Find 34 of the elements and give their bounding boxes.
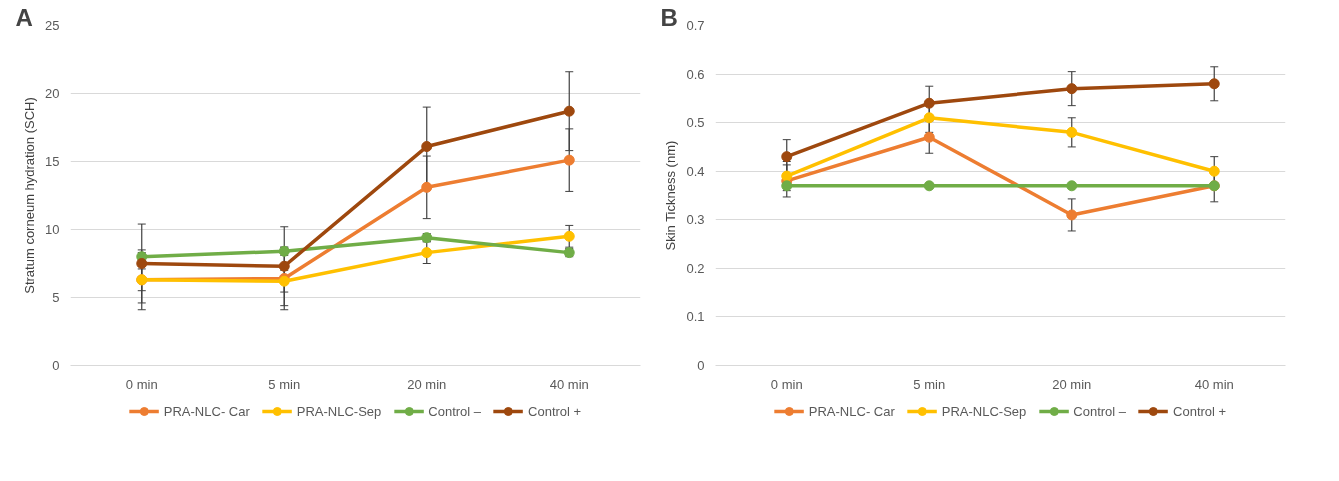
x-tick-label: 5 min (268, 376, 301, 392)
y-tick-label: 10 (45, 222, 60, 237)
x-tick-label: 0 min (125, 376, 158, 392)
x-tick-label: 20 min (1052, 376, 1092, 392)
text: A (15, 3, 33, 31)
y-tick-label: 0.1 (686, 309, 705, 325)
legend-label: Control + (528, 403, 582, 419)
legend-label: Control – (428, 403, 482, 419)
y-tick-label: 0.3 (686, 212, 705, 228)
text: B (660, 3, 678, 31)
legend-label: PRA-NLC-Sep (296, 403, 382, 419)
y-tick-label: 25 (45, 18, 60, 33)
y-tick-label: 0.4 (686, 163, 705, 179)
legend-label: PRA-NLC- Car (808, 403, 895, 419)
y-axis-title: Stratum corneum hydration (SCH) (22, 97, 38, 294)
legend-label: Control – (1073, 403, 1127, 419)
legend-label: PRA-NLC-Sep (941, 403, 1027, 419)
x-tick-label: 0 min (770, 376, 803, 392)
y-tick-label: 20 (45, 86, 60, 101)
y-tick-label: 5 (52, 290, 60, 305)
y-tick-label: 0.6 (686, 66, 705, 82)
y-tick-label: 15 (45, 154, 60, 169)
x-tick-label: 20 min (407, 376, 447, 392)
y-tick-label: 0.2 (686, 260, 705, 276)
x-tick-label: 40 min (1194, 376, 1234, 392)
y-tick-label: 0 (52, 358, 60, 373)
x-tick-label: 40 min (549, 376, 589, 392)
legend-label: PRA-NLC- Car (163, 403, 250, 419)
y-axis-title: Skin Tickness (nm) (663, 140, 679, 251)
x-tick-label: 5 min (913, 376, 946, 392)
y-tick-label: 0 (697, 358, 705, 373)
y-tick-label: 0.7 (686, 18, 705, 33)
legend-label: Control + (1173, 403, 1227, 419)
y-tick-label: 0.5 (686, 115, 705, 131)
